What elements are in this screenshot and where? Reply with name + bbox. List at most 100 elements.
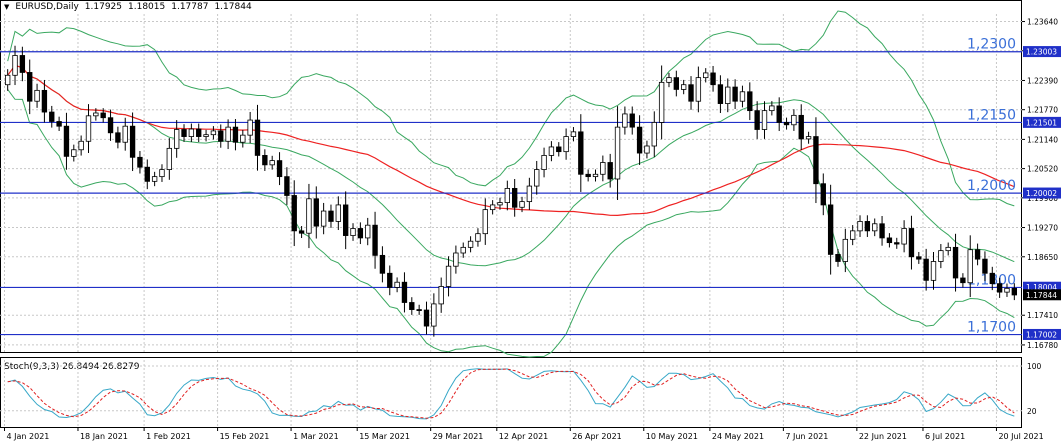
candle-body bbox=[688, 84, 694, 102]
candle-body bbox=[754, 110, 760, 130]
price-label-text: 1.17002 bbox=[1026, 330, 1057, 339]
moving-average-line bbox=[7, 64, 1015, 217]
candle-body bbox=[166, 147, 173, 170]
candle-body bbox=[115, 132, 121, 143]
candle-body bbox=[585, 173, 591, 178]
chart-header: ▼ EURUSD,Daily 1.17925 1.18015 1.17787 1.1784… bbox=[4, 2, 258, 12]
x-tick-label: 1 Mar 2021 bbox=[293, 432, 339, 441]
candle-body bbox=[78, 140, 84, 151]
candle-body bbox=[350, 228, 356, 236]
candle-body bbox=[342, 204, 349, 236]
level-label: 1,2000 bbox=[967, 178, 1016, 194]
candle-body bbox=[416, 309, 422, 311]
candle-body bbox=[423, 309, 430, 327]
candle-body bbox=[306, 198, 312, 234]
candle-body bbox=[188, 128, 195, 137]
candle-body bbox=[460, 246, 466, 254]
candle-body bbox=[49, 111, 55, 122]
candle-body bbox=[1004, 287, 1010, 293]
candle-body bbox=[247, 119, 253, 136]
candle-body bbox=[578, 131, 584, 175]
candle-body bbox=[56, 121, 62, 127]
price-label-box bbox=[1023, 328, 1061, 340]
candle-body bbox=[680, 84, 687, 90]
candle-body bbox=[107, 117, 114, 134]
candle-body bbox=[952, 246, 959, 279]
stochastic-header: Stoch(9,3,3) 26.8494 26.8279 bbox=[4, 362, 140, 372]
x-tick-label: 20 Jul 2021 bbox=[998, 432, 1043, 441]
candle-body bbox=[63, 125, 70, 157]
candle-body bbox=[196, 128, 202, 137]
stochastic-signal-line bbox=[7, 368, 1015, 419]
candle-body bbox=[504, 188, 511, 203]
price-label-text: 1.17844 bbox=[1026, 291, 1057, 300]
stochastic-main-value: 26.8494 bbox=[62, 362, 100, 372]
y-tick-label: 1.22390 bbox=[1027, 76, 1058, 85]
candle-body bbox=[291, 195, 297, 232]
x-tick-label: 24 May 2021 bbox=[712, 432, 764, 441]
candle-body bbox=[357, 228, 364, 239]
candle-body bbox=[1011, 287, 1018, 296]
bollinger-upper-band bbox=[7, 10, 1015, 207]
candle-body bbox=[534, 169, 540, 187]
candle-body bbox=[732, 86, 738, 102]
y-tick-label: 1.20520 bbox=[1027, 165, 1058, 174]
candle-body bbox=[467, 240, 474, 248]
candle-body bbox=[651, 122, 657, 147]
candle-body bbox=[203, 134, 209, 137]
price-label-text: 1.23003 bbox=[1026, 48, 1057, 57]
candle-body bbox=[710, 72, 716, 86]
candle-body bbox=[181, 129, 187, 137]
y-tick-label: 1.18650 bbox=[1027, 253, 1058, 262]
candle-body bbox=[813, 136, 819, 185]
candle-body bbox=[938, 250, 944, 262]
candle-body bbox=[622, 113, 628, 128]
candle-body bbox=[908, 228, 915, 258]
candle-body bbox=[930, 261, 937, 281]
x-tick-label: 18 Jan 2021 bbox=[80, 432, 128, 441]
candle-body bbox=[960, 277, 966, 284]
candle-body bbox=[989, 272, 995, 285]
candle-body bbox=[225, 126, 231, 142]
candle-body bbox=[886, 237, 893, 244]
candle-body bbox=[563, 136, 569, 153]
candle-body bbox=[489, 204, 496, 211]
candle-body bbox=[210, 130, 217, 136]
symbol-timeframe: EURUSD,Daily bbox=[15, 2, 79, 12]
candle-body bbox=[725, 86, 731, 104]
x-tick-label: 1 Feb 2021 bbox=[146, 432, 191, 441]
stochastic-level-label: 100 bbox=[1027, 362, 1042, 371]
candle-body bbox=[923, 258, 929, 281]
stochastic-name: Stoch(9,3,3) bbox=[4, 362, 60, 372]
x-tick-label: 15 Feb 2021 bbox=[220, 432, 270, 441]
candle-body bbox=[842, 238, 849, 262]
price-pane-frame bbox=[0, 0, 1022, 353]
candle-body bbox=[783, 122, 790, 126]
candle-body bbox=[122, 125, 128, 143]
candle-body bbox=[4, 74, 11, 86]
symbol-dropdown-icon[interactable]: ▼ bbox=[4, 3, 10, 11]
candle-body bbox=[864, 221, 871, 232]
x-tick-label: 6 Jul 2021 bbox=[925, 432, 965, 441]
candle-body bbox=[328, 210, 334, 222]
candle-body bbox=[739, 91, 746, 102]
candle-body bbox=[526, 185, 533, 203]
y-tick-label: 1.17410 bbox=[1027, 311, 1058, 320]
candle-body bbox=[629, 113, 635, 128]
candle-body bbox=[827, 204, 834, 255]
candle-body bbox=[394, 281, 400, 288]
candle-body bbox=[254, 119, 261, 156]
candle-body bbox=[262, 155, 268, 166]
candle-body bbox=[372, 224, 378, 256]
x-tick-label: 29 Mar 2021 bbox=[433, 432, 484, 441]
candle-body bbox=[996, 283, 1003, 293]
candle-body bbox=[475, 233, 481, 242]
low-value: 1.17787 bbox=[171, 2, 209, 12]
candle-body bbox=[100, 112, 106, 119]
candle-body bbox=[173, 129, 180, 149]
candle-body bbox=[791, 114, 797, 126]
x-tick-label: 7 Jun 2021 bbox=[785, 432, 828, 441]
price-label-box bbox=[1023, 187, 1061, 199]
y-tick-label: 1.23640 bbox=[1027, 18, 1058, 27]
